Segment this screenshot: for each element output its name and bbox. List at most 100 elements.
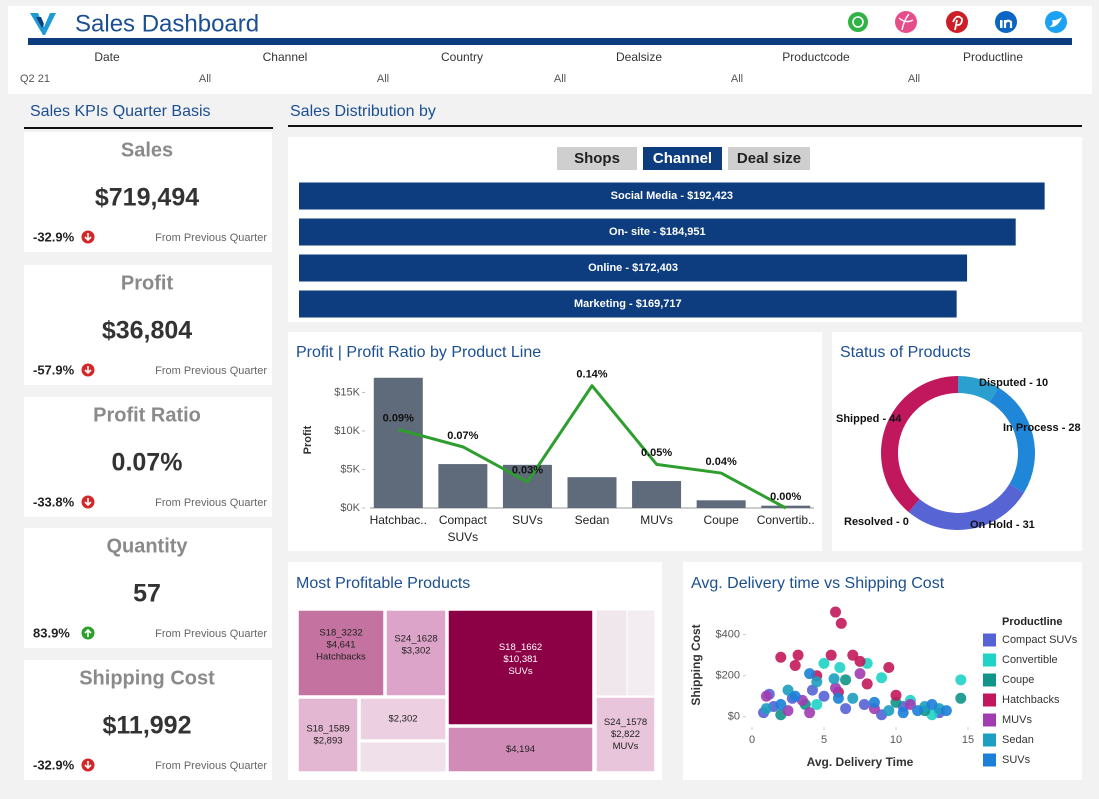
legend-swatch [983,673,996,687]
tab-label[interactable]: Channel [653,150,712,167]
line [397,384,787,510]
bar-label: Marketing - $169,717 [574,298,682,310]
treemap-cell [359,697,447,741]
filter-label: Productline [963,50,1023,64]
legend-swatch [983,633,996,647]
point [926,698,938,710]
point [818,657,830,669]
treemap-value: $2,822 [611,729,640,740]
filter-value: Q2 21 [20,73,50,85]
donut-segment [989,387,1035,493]
donut-label: Disputed - 10 [979,377,1048,389]
bar-category: Social Media [611,190,679,202]
trend-arrow [84,498,92,507]
treemap-value: $3,302 [401,646,430,657]
bar [299,254,968,282]
kpi-note: From Previous Quarter [155,760,267,772]
point [861,678,873,690]
treemap-group: MUVs [613,741,639,752]
point [830,606,842,618]
donut-segment [958,376,999,403]
kpi-note: From Previous Quarter [155,497,267,509]
x-tick-label-box: Hatchbac.. [370,513,427,527]
y-tick-label: $400 [716,629,740,641]
x-tick-label-box: MUVs [640,513,673,527]
chart-title: Most Profitable Products [296,575,470,592]
kpi-change: -57.9% [33,362,75,377]
point [782,705,794,717]
treemap-cell [626,609,656,697]
bar-category: Online [588,262,622,274]
y-tick-label: $10K [334,425,360,437]
bar [438,464,488,508]
x-tick-label-box: Sedan [574,513,610,527]
treemap-value: $2,893 [313,736,342,747]
point [847,692,859,704]
bar-value: $192,423 [687,190,733,202]
kpi-value: 0.07% [112,449,183,477]
legend-label: Hatchbacks [1002,694,1060,706]
x-tick-label-box: SUVs [512,513,543,527]
kpi-card [24,528,272,648]
x-tick-label: Sedan [574,513,610,527]
label-category: On Hold [970,519,1013,531]
label-category: Disputed [979,377,1026,389]
treemap-filler [359,609,656,773]
data-label: 0.07% [447,430,478,442]
point [804,707,816,719]
treemap-value: $4,194 [506,744,535,755]
point [834,662,846,673]
tab[interactable] [643,147,722,170]
tab[interactable] [728,147,810,170]
y-tick-label: $0K [340,502,360,514]
bar [696,500,746,508]
trend-arrow [84,761,92,770]
trend-arrow [84,233,92,242]
point [804,668,816,680]
bar-value: $184,951 [660,226,706,238]
chart-title: Status of Products [840,344,971,361]
point [883,662,895,673]
icon-glyph [1003,19,1013,28]
kpi-value: $11,992 [103,712,192,740]
point [854,668,866,680]
point [883,705,895,717]
trend-arrow [84,366,92,375]
y-tick-label: $200 [716,670,740,682]
treemap-cell [447,609,594,726]
bar [299,218,1016,246]
x-tick-label: 15 [962,734,974,746]
tab-label[interactable]: Deal size [737,150,801,167]
legend-label: SUVs [1002,754,1031,766]
label-category: In Process [1003,422,1059,434]
chart-title: Avg. Delivery time vs Shipping Cost [691,575,945,592]
bar [373,377,423,508]
social-icons [848,11,1067,33]
kpi-value: $719,494 [95,184,199,212]
filter-value: All [377,73,389,85]
bar-label: On- site - $184,951 [609,226,706,238]
whatsapp-icon[interactable] [848,12,868,32]
kpi-change: 83.9% [33,625,70,640]
x-axis-label: Avg. Delivery Time [807,755,914,769]
icon-glyph [1000,20,1003,28]
donut-label: Shipped - 44 [836,413,902,425]
point [811,676,823,688]
treemap-group: SUVs [508,666,533,677]
point [858,698,870,710]
donut-segment [880,376,958,513]
treemap-cell [595,696,656,773]
label-value: 10 [1036,377,1048,389]
y-axis-label: Shipping Cost [689,624,703,705]
bar-category: On- site [609,226,650,238]
tab[interactable] [557,147,637,170]
y-axis-label: Profit [302,425,314,454]
tab-label[interactable]: Shops [574,150,620,167]
filter-label: Dealsize [616,50,662,64]
y-tick-label: $15K [334,386,360,398]
bar-separator: - [650,226,660,238]
x-tick-label: Convertib.. [756,513,815,527]
label-separator: - [1013,519,1023,531]
point [940,705,952,717]
